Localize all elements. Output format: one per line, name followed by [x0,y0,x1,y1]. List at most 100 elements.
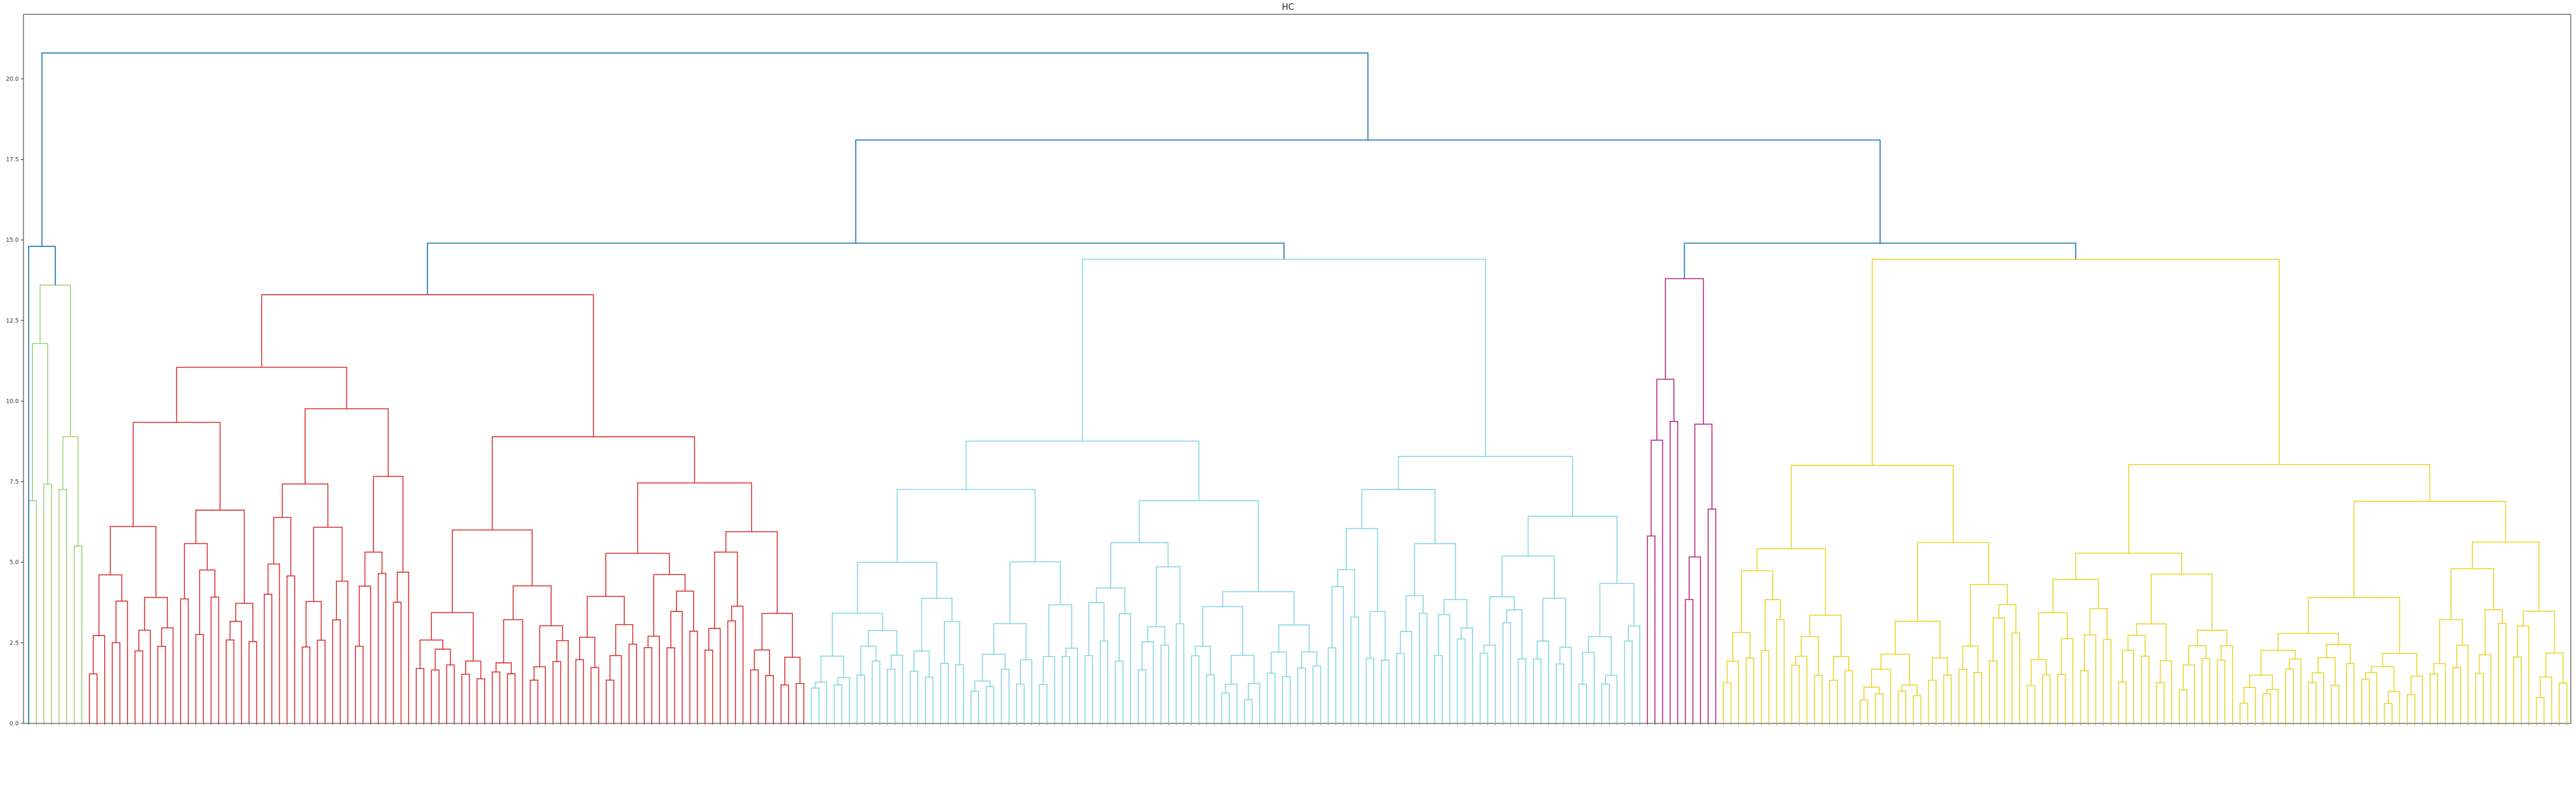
dendrogram-link [491,436,695,530]
dendrogram-link [2479,654,2492,723]
dendrogram-link [868,630,898,656]
dendrogram-link [1270,651,1287,677]
dendrogram-link [2011,632,2020,723]
dendrogram-link [2216,660,2225,723]
dendrogram-link [263,594,272,723]
dendrogram-link [62,436,79,547]
dendrogram-link [2384,703,2393,723]
dendrogram-link [1065,647,1078,723]
dendrogram-link [132,422,221,527]
dendrogram-link [184,543,208,599]
dendrogram-link [1175,623,1184,723]
dendrogram-link [58,489,68,723]
dendrogram-link [1139,500,1259,592]
dendrogram-link [727,620,736,723]
dendrogram-link [1958,669,1968,723]
dendrogram-link [317,639,326,723]
dendrogram-link [1202,606,1244,656]
dendrogram-link [1206,674,1215,723]
dendrogram-link [491,671,500,723]
dendrogram-link [974,680,991,691]
dendrogram-link [281,483,328,528]
dendrogram-link [43,484,52,723]
dendrogram-link [1650,439,1663,723]
dendrogram-link [2080,670,2089,723]
dendrogram-link [1457,638,1466,723]
dendrogram-link [955,664,964,723]
dendrogram-link [1694,424,1713,557]
dendrogram-link [2558,682,2568,723]
dendrogram-link [1190,655,1200,723]
dendrogram-link [2121,650,2134,723]
dendrogram-link [1962,645,1979,673]
dendrogram-link [615,624,634,656]
dendrogram-link [837,676,850,723]
dendrogram-link [28,500,37,723]
dendrogram-link [795,682,805,723]
dendrogram-link [1874,693,1883,723]
dendrogram-link [420,639,444,669]
dendrogram-link [820,656,844,682]
dendrogram-link [2136,623,2167,661]
dendrogram-link [2262,693,2271,723]
dendrogram-link [1656,379,1675,441]
dendrogram-link [780,684,790,723]
dendrogram-link [1327,647,1337,723]
dendrogram-link [670,611,683,723]
y-tick-label: 7.5 [10,479,19,486]
dendrogram-link [1745,658,1754,723]
dendrogram-link [1814,675,1823,723]
dendrogram-link [2540,676,2553,723]
dendrogram-link [605,679,614,723]
dendrogram-link [435,648,451,671]
dendrogram-link [377,573,386,723]
dendrogram-link [1732,632,1751,661]
plot-frame [23,14,2571,724]
dendrogram-link [465,660,481,679]
dendrogram-link [2311,672,2325,723]
dendrogram-link [1438,614,1450,723]
dendrogram-link [1110,542,1169,588]
dendrogram-link [2517,625,2530,723]
dendrogram-link [891,654,904,723]
dendrogram-link [1281,676,1291,723]
dendrogram-link [1480,652,1489,723]
dendrogram-link [1809,615,1842,657]
dendrogram-link [986,686,995,723]
dendrogram-link [637,482,752,554]
dendrogram-link [921,598,952,652]
dendrogram-link [507,673,516,723]
dendrogram-link [2141,656,2150,723]
dendrogram-link [2308,682,2317,723]
y-tick-label: 17.5 [6,157,19,164]
dendrogram-link [451,529,533,613]
dendrogram-link [1278,624,1310,652]
dendrogram-link [1599,583,1635,637]
dendrogram-link [32,343,48,501]
dendrogram-link [1399,631,1412,723]
dendrogram-link [2429,673,2439,723]
dendrogram-link [2439,619,2463,664]
dendrogram-link [2182,664,2196,723]
dendrogram-link [1863,686,1880,700]
y-tick-label: 15.0 [6,237,19,244]
dendrogram-link [1829,680,1838,723]
dendrogram-link [225,639,235,723]
dendrogram-link [924,676,934,723]
dendrogram-link [833,684,842,723]
dendrogram-link [1913,695,1922,723]
dendrogram-link [1542,598,1566,648]
dendrogram-link [1156,566,1181,627]
dendrogram-link [1267,673,1276,723]
dendrogram-link [1708,508,1717,723]
dendrogram-link [2197,630,2227,646]
dendrogram-link [2484,609,2503,655]
dendrogram-link [1624,640,1633,723]
dendrogram-link [1381,660,1390,723]
dendrogram-link [93,635,106,723]
dendrogram-link [1795,656,1808,723]
dendrogram-link [2545,652,2564,684]
dendrogram-link [628,643,637,723]
dendrogram-link [2118,681,2127,723]
dendrogram-link [784,656,801,685]
